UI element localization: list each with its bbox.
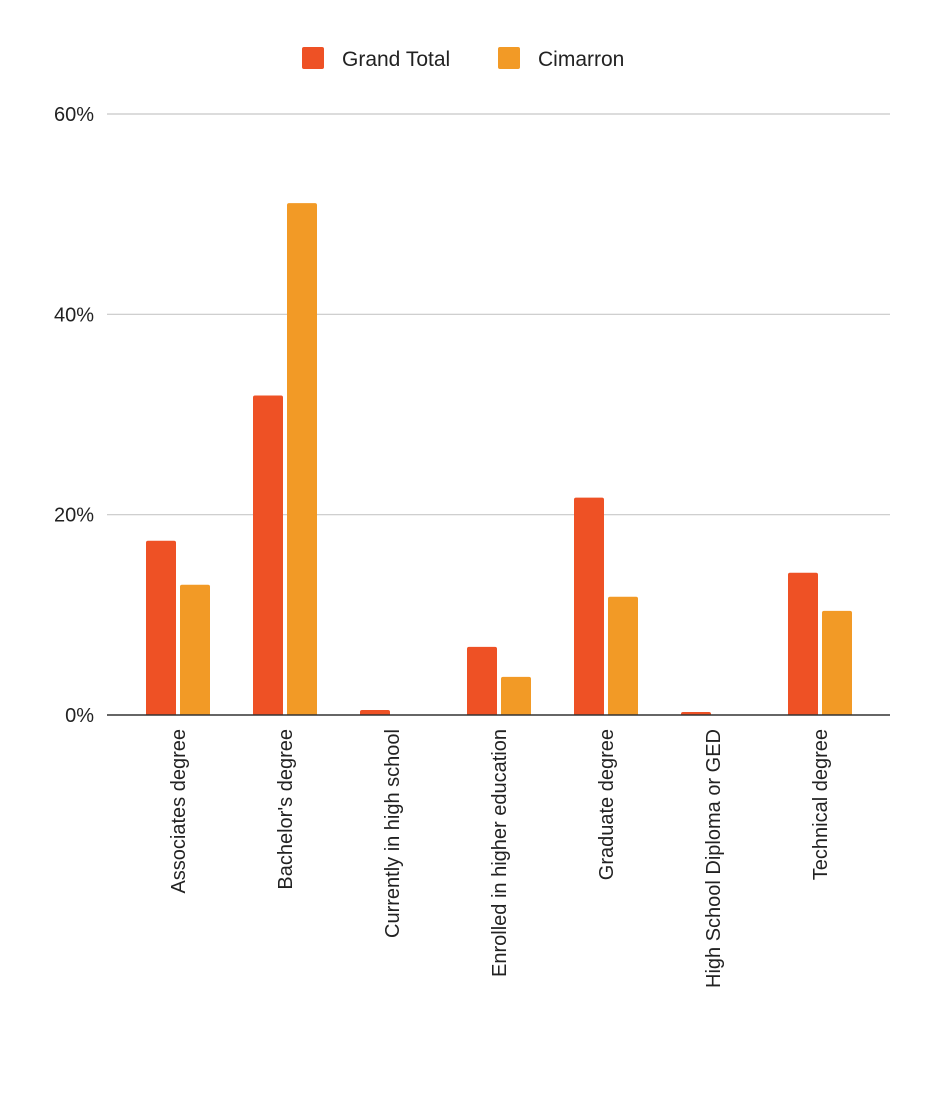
bar-cimarron: [822, 610, 852, 715]
x-tick-label: Bachelor's degree: [275, 729, 297, 890]
legend-swatch: [302, 47, 324, 69]
bar-cimarron: [287, 203, 317, 716]
x-tick-label: Associates degree: [168, 729, 190, 894]
legend-label: Cimarron: [538, 48, 624, 71]
bar-grand-total: [788, 572, 818, 715]
bar-grand-total: [574, 497, 604, 715]
y-tick-label: 60%: [54, 104, 94, 126]
bar-grand-total: [253, 395, 283, 715]
x-tick-label: Currently in high school: [382, 729, 404, 938]
x-tick-label: Technical degree: [810, 729, 832, 880]
y-tick-label: 20%: [54, 505, 94, 527]
x-tick-label: Graduate degree: [596, 729, 618, 880]
y-tick-label: 40%: [54, 304, 94, 326]
bar-grand-total: [146, 540, 176, 715]
legend-label: Grand Total: [342, 48, 450, 71]
x-tick-label: High School Diploma or GED: [703, 729, 725, 988]
bar-grand-total: [360, 709, 390, 715]
bar-grand-total: [467, 646, 497, 715]
legend-swatch: [498, 47, 520, 69]
y-tick-label: 0%: [65, 705, 94, 727]
bar-cimarron: [608, 596, 638, 715]
bar-cimarron: [501, 676, 531, 715]
bar-cimarron: [180, 584, 210, 715]
x-tick-label: Enrolled in higher education: [489, 729, 511, 977]
